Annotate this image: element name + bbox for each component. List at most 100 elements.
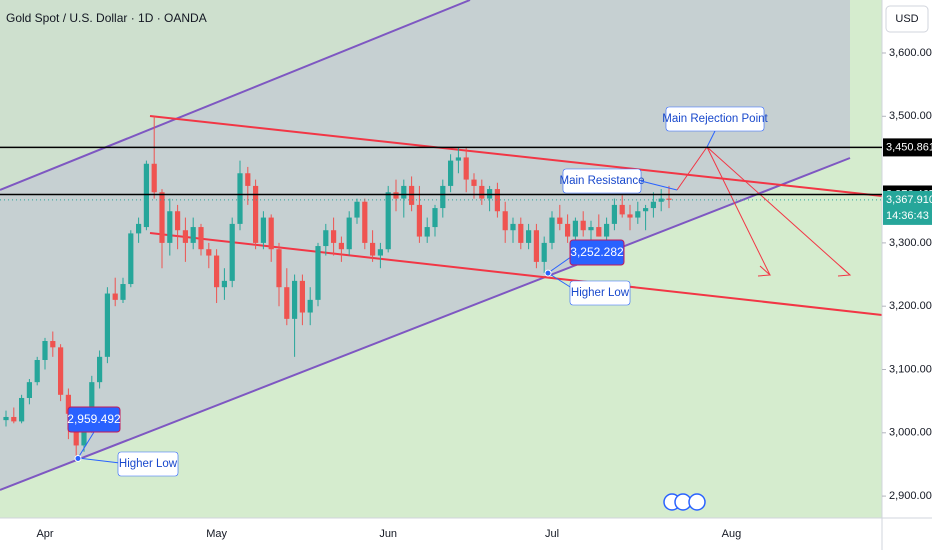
candle-body [494,189,500,212]
candle-body [580,220,586,231]
candle-body [518,223,524,243]
x-tick-label: Aug [722,528,742,540]
candle-body [284,287,290,319]
candle-body [331,230,337,243]
arrow-head [757,265,772,277]
y-tick-label: 2,900.000 [889,490,932,502]
candle-body [65,394,71,414]
candle-body [362,201,368,243]
candle-body [198,227,204,250]
last-price-label: 3,367.910 [886,194,932,206]
channel-line [0,157,851,491]
currency-button[interactable] [885,5,929,33]
candle-body [151,163,157,193]
currency-label[interactable]: USD [895,13,918,25]
candle-body [34,359,40,383]
candle-body [299,280,305,313]
candle-body [604,223,610,237]
annotation-box [562,168,642,194]
candle-body [315,246,321,300]
candle-body [424,227,430,237]
y-tick-label: 3,200.000 [889,300,932,312]
candle-body [471,179,477,186]
candle-body [541,242,547,262]
candle-body [533,230,539,262]
candle-body [455,157,461,161]
candle-body [588,227,594,231]
candle-body [619,204,625,215]
candle-body [206,249,212,256]
candle-body [479,185,485,199]
price-line-label: 3,450.861 [886,141,932,153]
candle-body [19,397,25,422]
candle-body [268,217,274,250]
candle-body [159,192,165,243]
candle-body [502,211,508,231]
candle-body [440,185,446,209]
time-axis [0,518,882,550]
candle-body [526,230,532,243]
candle-body [50,341,56,348]
x-tick-label: Jul [545,528,559,540]
last-price-tag [883,190,932,225]
channel-line [0,0,471,191]
candle-body [245,173,251,186]
candle-body [182,230,188,243]
candle-body [409,185,415,205]
price-axis [882,0,932,550]
trend-line [149,115,883,197]
candle-body [190,227,196,243]
candle-body [510,223,516,231]
annotation-text: Main Resistance [559,175,644,187]
candle-body [650,201,656,209]
candle-body [393,192,399,199]
y-tick-label: 3,000.000 [889,427,932,439]
candle-body [549,217,555,243]
candle-body [229,223,235,281]
candle-body [167,211,173,243]
price-callout-label: 3,252.282 [570,245,624,259]
annotation-box [569,280,631,306]
arrow-head [837,265,852,277]
candle-body [136,223,142,234]
candle-body [260,217,266,243]
candle-body [175,211,181,231]
annotation-box [665,106,765,132]
candle-body [323,230,329,247]
candle-body [3,416,9,421]
candle-body [611,204,617,224]
candle-body [338,242,344,250]
candle-body [416,204,422,237]
candle-body [448,160,454,186]
event-icons [663,493,706,511]
candle-body [565,223,571,237]
candle-body [346,217,352,250]
candle-body [89,382,95,430]
y-tick-label: 3,100.000 [889,363,932,375]
candle-body [572,220,578,237]
candle-body [276,249,282,288]
candle-body [42,341,48,360]
annotation-text: Higher Low [571,287,630,299]
y-tick-label: 3,500.000 [889,110,932,122]
candle-body [26,382,32,398]
candle-body [237,173,243,224]
price-callout-label: 2,959.492 [67,412,121,426]
x-tick-label: May [206,528,227,540]
candle-body [401,185,407,199]
y-tick-label: 3,600.000 [889,47,932,59]
candle-body [97,356,103,383]
chart-title: Gold Spot / U.S. Dollar · 1D · OANDA [6,11,207,25]
candle-body [143,163,149,228]
candle-body [120,284,126,300]
candle-body [112,293,118,300]
candle-body [377,249,383,256]
candle-body [292,280,298,319]
candle-body [385,192,391,250]
price-callout-box [569,239,625,266]
candle-body [635,211,641,218]
pivot-point [74,454,82,462]
candle-body [596,227,602,237]
candle-body [627,214,633,218]
